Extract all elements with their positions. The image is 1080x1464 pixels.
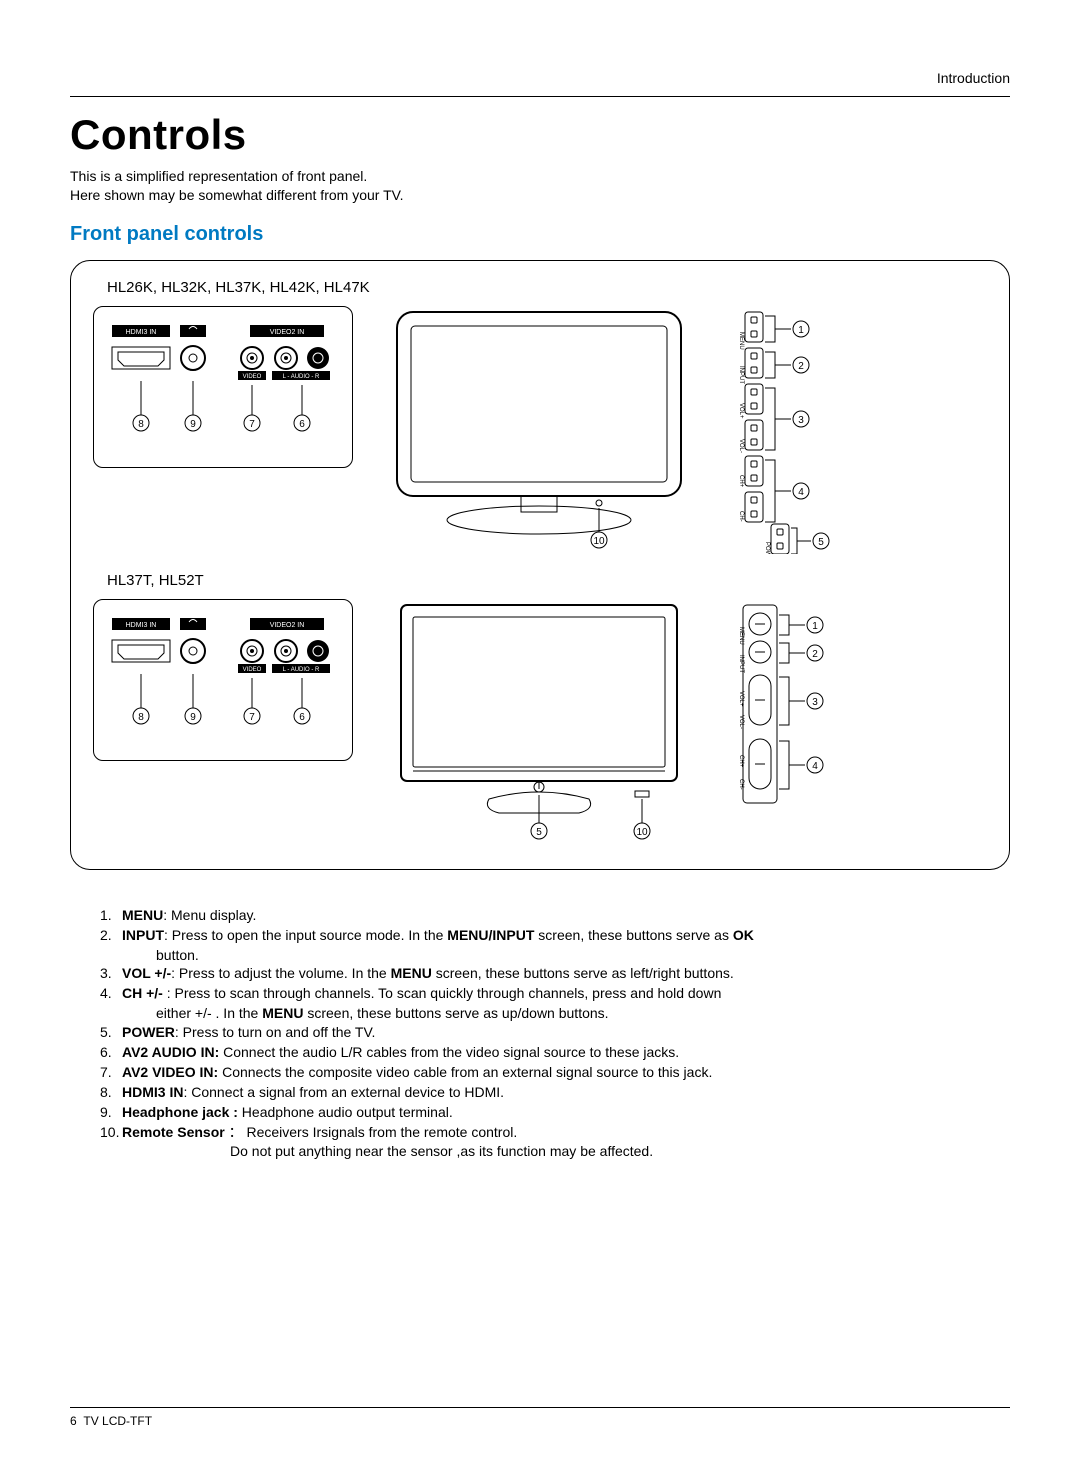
- btn-chp-b: CH+: [738, 755, 744, 768]
- tv-a: 10: [379, 306, 699, 554]
- intro-line1: This is a simplified representation of f…: [70, 168, 367, 184]
- subtitle: Front panel controls: [70, 223, 1010, 246]
- list-cont: Do not put anything near the sensor ,as …: [230, 1142, 1010, 1161]
- hdmi-label-b: HDMI3 IN: [126, 622, 157, 629]
- ports-inset-a: HDMI3 IN VIDEO2 IN VIDEO L - AUD: [93, 306, 353, 468]
- callout-5a: 5: [818, 537, 824, 548]
- video2-label: VIDEO2 IN: [270, 329, 305, 336]
- list-item: 1.MENU: Menu display.: [100, 906, 1010, 925]
- btn-volm-b: VOL-: [738, 715, 744, 729]
- diagram-row-a: HDMI3 IN VIDEO2 IN VIDEO L - AUD: [93, 306, 987, 554]
- btn-power-a: POWER: [764, 542, 770, 554]
- btn-input-a: INPUT: [738, 366, 744, 384]
- diagram-container: HL26K, HL32K, HL37K, HL42K, HL47K HDMI3 …: [70, 260, 1010, 870]
- btn-chp-a: CH+: [738, 475, 744, 488]
- btn-chm-a: CH-: [738, 511, 744, 522]
- header-section: Introduction: [70, 70, 1010, 86]
- hdmi-label: HDMI3 IN: [126, 329, 157, 336]
- list-item: 9.Headphone jack : Headphone audio outpu…: [100, 1103, 1010, 1122]
- model-label-b: HL37T, HL52T: [107, 572, 987, 589]
- callout-4a: 4: [798, 487, 804, 498]
- callout-6b: 6: [299, 712, 305, 723]
- list-item: 8.HDMI3 IN: Connect a signal from an ext…: [100, 1083, 1010, 1102]
- list-item: 6.AV2 AUDIO IN: Connect the audio L/R ca…: [100, 1043, 1010, 1062]
- video-sublabel-b: VIDEO: [243, 667, 262, 673]
- callout-3b: 3: [812, 697, 818, 708]
- callout-9b: 9: [190, 712, 196, 723]
- callout-2b: 2: [812, 649, 818, 660]
- audio-sublabel: L - AUDIO - R: [283, 374, 320, 380]
- side-panel-a: MENU INPUT VOL+ VOL-: [725, 306, 965, 554]
- model-label-a: HL26K, HL32K, HL37K, HL42K, HL47K: [107, 279, 987, 296]
- btn-volm-a: VOL-: [738, 439, 744, 453]
- callout-1b: 1: [812, 621, 818, 632]
- callout-8b: 8: [138, 712, 144, 723]
- callout-8a: 8: [138, 419, 144, 430]
- callout-6a: 6: [299, 419, 305, 430]
- callout-4b: 4: [812, 761, 818, 772]
- callout-7a: 7: [249, 419, 255, 430]
- list-item: 3.VOL +/-: Press to adjust the volume. I…: [100, 964, 1010, 983]
- list-item: 7.AV2 VIDEO IN: Connects the composite v…: [100, 1063, 1010, 1082]
- callout-7b: 7: [249, 712, 255, 723]
- intro-text: This is a simplified representation of f…: [70, 167, 1010, 205]
- page-title: Controls: [70, 111, 1010, 159]
- list-cont: either +/- . In the MENU screen, these b…: [156, 1004, 1010, 1023]
- callout-3a: 3: [798, 415, 804, 426]
- btn-chm-b: CH-: [738, 779, 744, 790]
- page-number: 6: [70, 1414, 77, 1428]
- callout-2a: 2: [798, 361, 804, 372]
- btn-volp-b: VOL+: [738, 691, 744, 707]
- callout-1a: 1: [798, 325, 804, 336]
- callout-10a: 10: [593, 536, 605, 547]
- btn-menu-a: MENU: [738, 332, 744, 350]
- rule-top: [70, 96, 1010, 97]
- ports-inset-b: HDMI3 IN VIDEO2 IN VIDEO L - AUDIO - R 8…: [93, 599, 353, 761]
- footer-label: TV LCD-TFT: [83, 1414, 152, 1428]
- video2-label-b: VIDEO2 IN: [270, 622, 305, 629]
- intro-line2: Here shown may be somewhat different fro…: [70, 187, 404, 203]
- page-footer: 6 TV LCD-TFT: [70, 1407, 1010, 1428]
- btn-volp-a: VOL+: [738, 403, 744, 419]
- btn-input-b: INPUT: [738, 655, 744, 673]
- btn-menu-b: MENU: [738, 627, 744, 645]
- list-item: 4.CH +/- : Press to scan through channel…: [100, 984, 1010, 1003]
- list-item: 2.INPUT: Press to open the input source …: [100, 926, 1010, 945]
- tv-b: 5 10: [379, 599, 699, 847]
- callout-5b: 5: [536, 827, 542, 838]
- list-item: 5.POWER: Press to turn on and off the TV…: [100, 1023, 1010, 1042]
- list-item: 10.Remote Sensor ： Receivers Irsignals f…: [100, 1123, 1010, 1142]
- audio-sublabel-b: L - AUDIO - R: [283, 667, 320, 673]
- video-sublabel: VIDEO: [243, 374, 262, 380]
- list-cont: button.: [156, 946, 1010, 965]
- controls-list: 1.MENU: Menu display. 2.INPUT: Press to …: [100, 906, 1010, 1162]
- diagram-row-b: HDMI3 IN VIDEO2 IN VIDEO L - AUDIO - R 8…: [93, 599, 987, 847]
- callout-10b: 10: [636, 827, 648, 838]
- side-panel-b: MENU INPUT VOL+ VOL- CH+ CH-: [725, 599, 965, 809]
- callout-9a: 9: [190, 419, 196, 430]
